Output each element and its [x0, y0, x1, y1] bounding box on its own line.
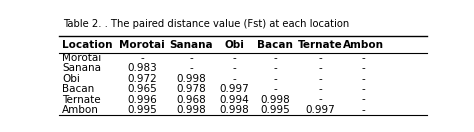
- Text: 0.998: 0.998: [177, 74, 206, 84]
- Text: -: -: [361, 63, 365, 74]
- Text: 0.965: 0.965: [127, 84, 157, 94]
- Text: Ambon: Ambon: [62, 105, 99, 115]
- Text: -: -: [273, 53, 277, 63]
- Text: -: -: [318, 95, 322, 105]
- Text: -: -: [318, 63, 322, 74]
- Text: -: -: [190, 63, 193, 74]
- Text: 0.996: 0.996: [127, 95, 157, 105]
- Text: 0.995: 0.995: [260, 105, 290, 115]
- Text: -: -: [233, 53, 237, 63]
- Text: -: -: [361, 74, 365, 84]
- Text: Ternate: Ternate: [62, 95, 101, 105]
- Text: 0.983: 0.983: [127, 63, 157, 74]
- Text: -: -: [361, 84, 365, 94]
- Text: Table 2. . The paired distance value (Fst) at each location: Table 2. . The paired distance value (Fs…: [63, 19, 349, 29]
- Text: -: -: [233, 63, 237, 74]
- Text: 0.978: 0.978: [177, 84, 206, 94]
- Text: -: -: [361, 53, 365, 63]
- Text: 0.998: 0.998: [177, 105, 206, 115]
- Text: -: -: [273, 74, 277, 84]
- Text: Morotai: Morotai: [119, 40, 165, 50]
- Text: Morotai: Morotai: [62, 53, 101, 63]
- Text: -: -: [233, 74, 237, 84]
- Text: Bacan: Bacan: [62, 84, 94, 94]
- Text: Ternate: Ternate: [298, 40, 342, 50]
- Text: -: -: [140, 53, 144, 63]
- Text: Location: Location: [62, 40, 113, 50]
- Text: Obi: Obi: [62, 74, 80, 84]
- Text: 0.998: 0.998: [260, 95, 290, 105]
- Text: Bacan: Bacan: [257, 40, 293, 50]
- Text: 0.994: 0.994: [220, 95, 249, 105]
- Text: 0.968: 0.968: [177, 95, 206, 105]
- Text: 0.998: 0.998: [220, 105, 249, 115]
- Text: 0.997: 0.997: [305, 105, 335, 115]
- Text: -: -: [273, 63, 277, 74]
- Text: -: -: [318, 53, 322, 63]
- Text: -: -: [318, 74, 322, 84]
- Text: -: -: [190, 53, 193, 63]
- Text: -: -: [361, 105, 365, 115]
- Text: Sanana: Sanana: [170, 40, 213, 50]
- Text: 0.997: 0.997: [220, 84, 249, 94]
- Text: -: -: [273, 84, 277, 94]
- Text: -: -: [361, 95, 365, 105]
- Text: Obi: Obi: [225, 40, 245, 50]
- Text: Sanana: Sanana: [62, 63, 101, 74]
- Text: 0.995: 0.995: [127, 105, 157, 115]
- Text: -: -: [318, 84, 322, 94]
- Text: Ambon: Ambon: [343, 40, 384, 50]
- Text: 0.972: 0.972: [127, 74, 157, 84]
